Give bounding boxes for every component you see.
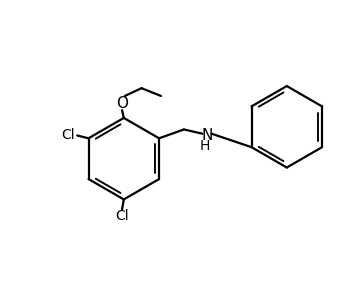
Text: Cl: Cl — [115, 210, 129, 223]
Text: O: O — [116, 96, 128, 111]
Text: H: H — [200, 139, 210, 153]
Text: N: N — [201, 128, 213, 143]
Text: Cl: Cl — [61, 129, 75, 142]
